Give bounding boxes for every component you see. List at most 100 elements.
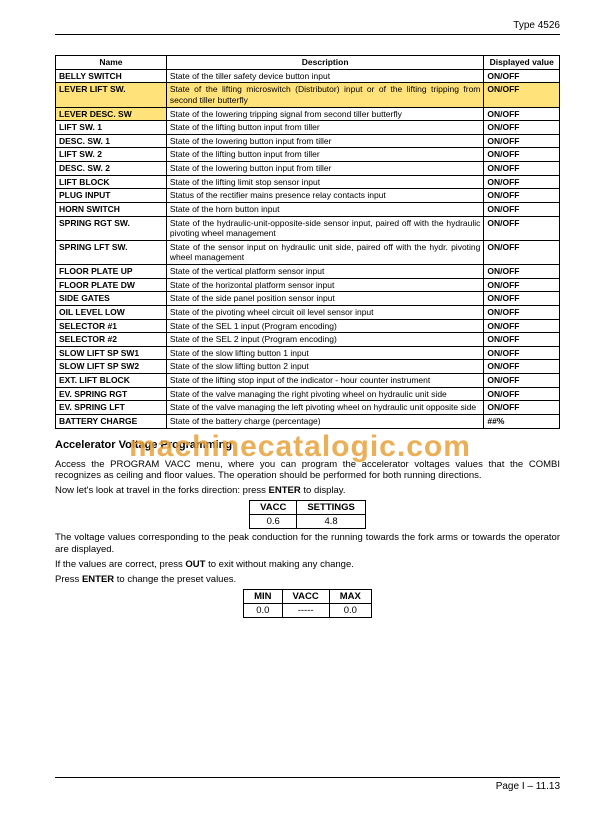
row-name: SPRING RGT SW. [56, 216, 167, 240]
row-desc: State of the valve managing the left piv… [166, 401, 484, 415]
row-name: EXT. LIFT BLOCK [56, 374, 167, 388]
t2v2: ----- [282, 603, 329, 617]
row-desc: State of the lifting button input from t… [166, 121, 484, 135]
table-row: FLOOR PLATE DWState of the horizontal pl… [56, 278, 560, 292]
t2h1: MIN [244, 589, 282, 603]
p2b: ENTER [269, 485, 301, 496]
table-row: BELLY SWITCHState of the tiller safety d… [56, 69, 560, 83]
row-name: SPRING LFT SW. [56, 240, 167, 264]
row-name: FLOOR PLATE DW [56, 278, 167, 292]
t1v2: 4.8 [297, 515, 366, 529]
row-val: ON/OFF [484, 134, 560, 148]
paragraph-4: If the values are correct, press OUT to … [55, 559, 560, 571]
row-name: OIL LEVEL LOW [56, 305, 167, 319]
row-val: ON/OFF [484, 278, 560, 292]
row-val: ##% [484, 414, 560, 428]
table-row: LIFT SW. 1State of the lifting button in… [56, 121, 560, 135]
section-heading: Accelerator Voltage Programming [55, 439, 560, 451]
table-row: HORN SWITCHState of the horn button inpu… [56, 202, 560, 216]
p5c: to change the preset values. [114, 574, 236, 585]
paragraph-5: Press ENTER to change the preset values. [55, 574, 560, 586]
row-val: ON/OFF [484, 189, 560, 203]
row-val: ON/OFF [484, 162, 560, 176]
row-val: ON/OFF [484, 69, 560, 83]
p4b: OUT [185, 559, 205, 570]
row-desc: State of the pivoting wheel circuit oil … [166, 305, 484, 319]
row-name: DESC. SW. 2 [56, 162, 167, 176]
row-val: ON/OFF [484, 121, 560, 135]
row-desc: State of the hydraulic-unit-opposite-sid… [166, 216, 484, 240]
table-row: SELECTOR #2State of the SEL 2 input (Pro… [56, 333, 560, 347]
row-val: ON/OFF [484, 360, 560, 374]
row-name: EV. SPRING LFT [56, 401, 167, 415]
row-desc: State of the valve managing the right pi… [166, 387, 484, 401]
min-max-table: MIN VACC MAX 0.0 ----- 0.0 [243, 589, 372, 618]
row-desc: State of the lowering button input from … [166, 134, 484, 148]
table-row: OIL LEVEL LOWState of the pivoting wheel… [56, 305, 560, 319]
paragraph-3: The voltage values corresponding to the … [55, 532, 560, 556]
table-row: DESC. SW. 1State of the lowering button … [56, 134, 560, 148]
row-desc: State of the tiller safety device button… [166, 69, 484, 83]
row-desc: State of the SEL 2 input (Program encodi… [166, 333, 484, 347]
row-desc: State of the SEL 1 input (Program encodi… [166, 319, 484, 333]
row-desc: State of the horizontal platform sensor … [166, 278, 484, 292]
row-val: ON/OFF [484, 240, 560, 264]
row-val: ON/OFF [484, 265, 560, 279]
row-val: ON/OFF [484, 346, 560, 360]
row-val: ON/OFF [484, 107, 560, 121]
row-name: PLUG INPUT [56, 189, 167, 203]
table-row: EV. SPRING LFTState of the valve managin… [56, 401, 560, 415]
row-name: SLOW LIFT SP SW2 [56, 360, 167, 374]
row-val: ON/OFF [484, 83, 560, 107]
row-name: LEVER LIFT SW. [56, 83, 167, 107]
row-name: LEVER DESC. SW [56, 107, 167, 121]
table-row: FLOOR PLATE UPState of the vertical plat… [56, 265, 560, 279]
footer: Page I – 11.13 [55, 777, 560, 792]
p4c: to exit without making any change. [205, 559, 353, 570]
row-val: ON/OFF [484, 216, 560, 240]
row-name: BATTERY CHARGE [56, 414, 167, 428]
row-name: DESC. SW. 1 [56, 134, 167, 148]
row-val: ON/OFF [484, 374, 560, 388]
table-row: SPRING LFT SW.State of the sensor input … [56, 240, 560, 264]
table-row: LIFT SW. 2State of the lifting button in… [56, 148, 560, 162]
p2c: to display. [301, 485, 346, 496]
row-desc: State of the side panel position sensor … [166, 292, 484, 306]
t1h1: VACC [250, 501, 297, 515]
row-val: ON/OFF [484, 292, 560, 306]
table-row: SIDE GATESState of the side panel positi… [56, 292, 560, 306]
row-val: ON/OFF [484, 401, 560, 415]
p5a: Press [55, 574, 82, 585]
top-rule [55, 34, 560, 35]
col-name: Name [56, 56, 167, 70]
row-name: BELLY SWITCH [56, 69, 167, 83]
table-row: DESC. SW. 2State of the lowering button … [56, 162, 560, 176]
row-name: SELECTOR #2 [56, 333, 167, 347]
header-type: Type 4526 [55, 20, 560, 31]
table-row: LIFT BLOCKState of the lifting limit sto… [56, 175, 560, 189]
row-desc: State of the horn button input [166, 202, 484, 216]
row-val: ON/OFF [484, 148, 560, 162]
t1h2: SETTINGS [297, 501, 366, 515]
row-desc: State of the lowering tripping signal fr… [166, 107, 484, 121]
t2h3: MAX [329, 589, 371, 603]
row-val: ON/OFF [484, 319, 560, 333]
table-row: BATTERY CHARGEState of the battery charg… [56, 414, 560, 428]
table-row: LEVER DESC. SWState of the lowering trip… [56, 107, 560, 121]
table-row: LEVER LIFT SW.State of the lifting micro… [56, 83, 560, 107]
parameters-table: Name Description Displayed value BELLY S… [55, 55, 560, 429]
t2v3: 0.0 [329, 603, 371, 617]
row-desc: State of the lowering button input from … [166, 162, 484, 176]
row-name: LIFT SW. 2 [56, 148, 167, 162]
footer-text: Page I – 11.13 [55, 781, 560, 792]
vacc-settings-table: VACC SETTINGS 0.6 4.8 [249, 500, 366, 529]
p4a: If the values are correct, press [55, 559, 185, 570]
t1v1: 0.6 [250, 515, 297, 529]
row-desc: State of the battery charge (percentage) [166, 414, 484, 428]
paragraph-1: Access the PROGRAM VACC menu, where you … [55, 459, 560, 483]
row-val: ON/OFF [484, 305, 560, 319]
row-val: ON/OFF [484, 387, 560, 401]
table-row: SPRING RGT SW.State of the hydraulic-uni… [56, 216, 560, 240]
table-row: EV. SPRING RGTState of the valve managin… [56, 387, 560, 401]
table-row: PLUG INPUTStatus of the rectifier mains … [56, 189, 560, 203]
